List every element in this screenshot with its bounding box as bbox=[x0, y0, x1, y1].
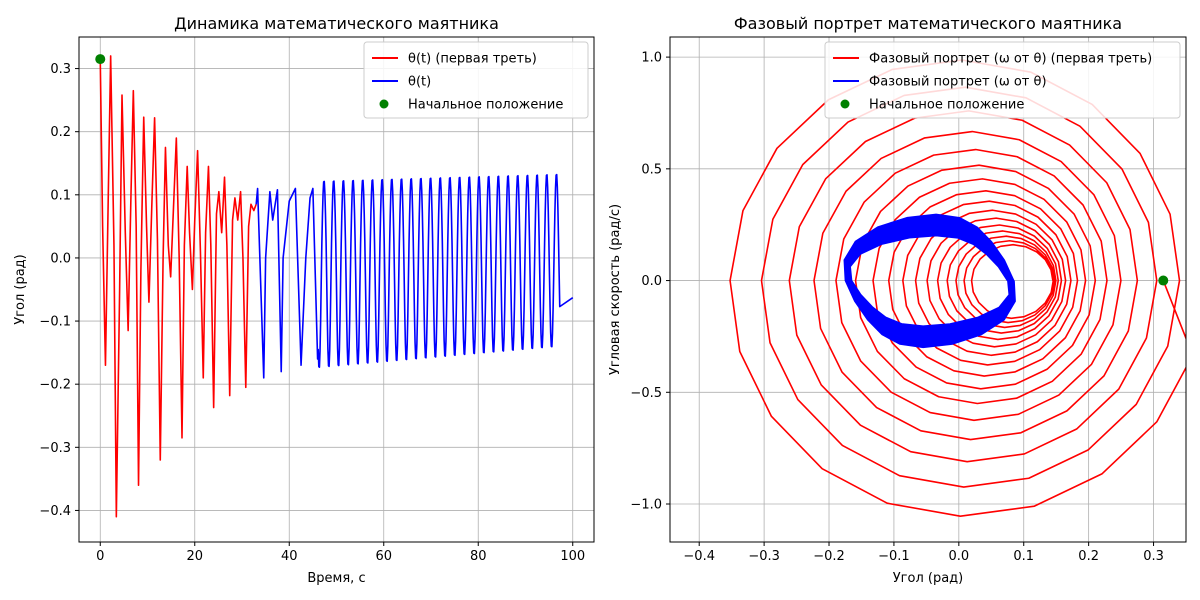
y-tick-label: 1.0 bbox=[641, 51, 662, 66]
right-chart: −0.4 −0.3 −0.2 −0.1 0.0 0.1 0.2 0.3 −1.0 −0.5 0.0 0… bbox=[608, 14, 1187, 586]
y-tick-label: 0.0 bbox=[641, 274, 662, 289]
y-tick-label: −0.5 bbox=[630, 386, 662, 401]
y-tick-label: −0.3 bbox=[39, 441, 71, 456]
chart-title: Динамика математического маятника bbox=[174, 14, 499, 33]
x-tick-label: −0.1 bbox=[878, 549, 910, 564]
x-tick-label: 20 bbox=[186, 549, 203, 564]
axes-frame bbox=[669, 36, 1187, 543]
ticks: −0.4 −0.3 −0.2 −0.1 0.0 0.1 0.2 0.3 −1.0 −0.5 0.0 0… bbox=[630, 51, 1163, 564]
x-tick-label: −0.3 bbox=[748, 549, 780, 564]
plot-area bbox=[729, 59, 1186, 517]
plot-area bbox=[99, 55, 574, 518]
start-marker bbox=[1158, 275, 1169, 286]
x-tick-label: 60 bbox=[375, 549, 392, 564]
y-tick-label: 0.0 bbox=[50, 251, 71, 266]
legend-label: Фазовый портрет (ω от θ) (первая треть) bbox=[869, 52, 1152, 67]
legend-label: θ(t) bbox=[408, 75, 431, 90]
legend: Фазовый портрет (ω от θ) (первая треть) Ф… bbox=[824, 41, 1181, 119]
legend-box bbox=[824, 41, 1181, 119]
legend-label: Начальное положение bbox=[869, 98, 1024, 113]
y-tick-label: −0.4 bbox=[39, 504, 71, 519]
x-tick-label: 0.0 bbox=[948, 549, 969, 564]
y-axis-label: Угловая скорость (рад/с) bbox=[608, 204, 623, 375]
x-tick-label: −0.4 bbox=[683, 549, 715, 564]
y-tick-label: −0.1 bbox=[39, 315, 71, 330]
x-axis-label: Угол (рад) bbox=[893, 571, 964, 586]
x-tick-label: 80 bbox=[470, 549, 487, 564]
y-tick-label: 0.3 bbox=[50, 62, 71, 77]
series-line-1 bbox=[843, 213, 1016, 349]
start-marker bbox=[95, 54, 106, 65]
series-line-0 bbox=[99, 55, 257, 518]
y-tick-label: 0.1 bbox=[50, 188, 71, 203]
legend-marker bbox=[379, 99, 389, 109]
x-tick-label: −0.2 bbox=[813, 549, 845, 564]
y-tick-label: 0.2 bbox=[50, 125, 71, 140]
axes-frame bbox=[78, 36, 595, 543]
legend-marker bbox=[840, 99, 850, 109]
series-line-1 bbox=[255, 173, 574, 379]
x-tick-label: 0 bbox=[96, 549, 104, 564]
x-tick-label: 0.1 bbox=[1013, 549, 1034, 564]
x-tick-label: 0.2 bbox=[1078, 549, 1099, 564]
x-tick-label: 0.3 bbox=[1143, 549, 1164, 564]
y-tick-label: −1.0 bbox=[630, 498, 662, 513]
legend: θ(t) (первая треть) θ(t) Начальное положен… bbox=[363, 41, 589, 119]
x-axis-label: Время, с bbox=[307, 571, 365, 586]
x-tick-label: 40 bbox=[281, 549, 298, 564]
legend-label: θ(t) (первая треть) bbox=[408, 52, 537, 67]
legend-label: Фазовый портрет (ω от θ) bbox=[869, 75, 1047, 90]
legend-box bbox=[363, 41, 589, 119]
ticks: 0 20 40 60 80 100 −0.4 −0.3 −0.2 −0.1 0.0 0.1 0.2 0.3 bbox=[39, 62, 585, 564]
chart-title: Фазовый портрет математического маятника bbox=[734, 14, 1122, 33]
left-chart: 0 20 40 60 80 100 −0.4 −0.3 −0.2 −0.1 0.0 0.1 0.2 0.3… bbox=[13, 14, 595, 586]
y-tick-label: −0.2 bbox=[39, 378, 71, 393]
series-line-0 bbox=[729, 59, 1186, 517]
y-tick-label: 0.5 bbox=[641, 162, 662, 177]
y-axis-label: Угол (рад) bbox=[13, 254, 28, 325]
x-tick-label: 100 bbox=[560, 549, 585, 564]
legend-label: Начальное положение bbox=[408, 98, 563, 113]
